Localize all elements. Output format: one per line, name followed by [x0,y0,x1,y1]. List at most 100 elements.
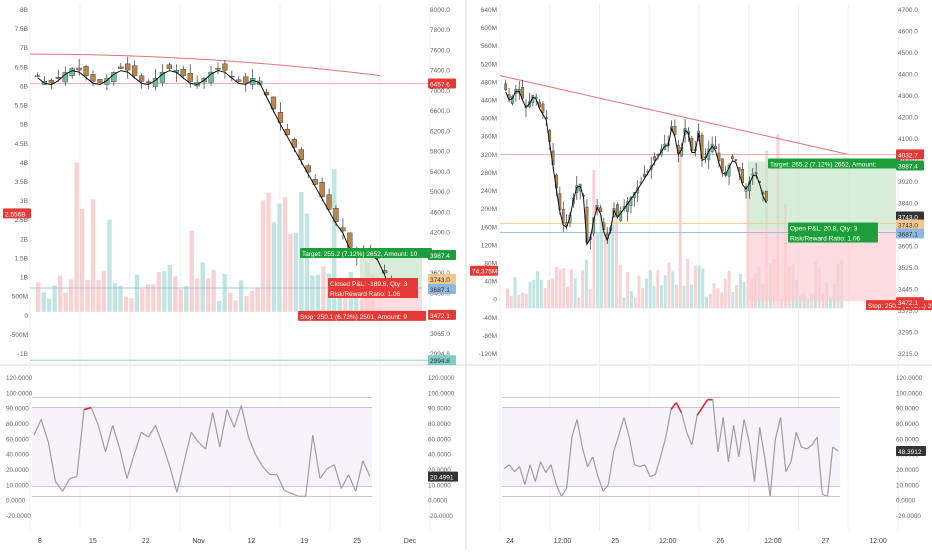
stoch-segment [69,475,78,480]
candle [166,64,173,69]
stoch-current-badge: 48.3912 [896,445,926,456]
candle [561,208,565,224]
candle [152,78,159,87]
volume-bar [652,286,656,309]
panel-right: 640M 600M 560M 520M 480M 440M 400M 360M 320M 280M… [479,4,923,545]
stoch-segment [355,460,364,492]
stop-label-text: Stop: 250.1 (6.72%) 2501, Amount: 9 [300,314,407,321]
stoch-axis-label-left: 10.0000 [6,482,29,489]
volume-bar [85,279,90,312]
stoch-segment [503,464,510,470]
volume-bar [727,270,731,309]
volume-axis-label: 360M [481,134,497,141]
stoch-segment [759,427,766,459]
candle [90,74,96,82]
stoch-segment [198,441,206,450]
entry-level-badge: 3743.0 [896,211,924,222]
candle [619,210,623,221]
stoch-segment [539,461,547,473]
volume-bar [129,298,134,312]
volume-axis-label: 8B [20,7,28,14]
stoch-segment [586,456,594,467]
candle [145,81,152,83]
candle [132,65,138,77]
stoch-axis-label-left: 0.0000 [6,498,26,505]
candle [34,75,41,77]
stoch-axis-label: -20.0000 [896,513,921,520]
stoch-segment [795,432,803,448]
target-zone [748,161,896,230]
target-label-text: Target: 255.2 (7.12%) 2652, Amount: 10 [302,251,418,258]
volume-bar [260,200,266,312]
risk-reward-label-bg [788,232,878,243]
volume-axis-label: 2.5B [15,217,28,224]
volume-axis-label: 320M [481,152,497,159]
candle [138,75,145,82]
volume-axis-label: 7B [20,45,28,52]
candle [764,190,768,202]
stoch-segment [607,451,615,485]
volume-axis-label: 1B [20,275,28,282]
volume-bar [238,280,244,312]
stoch-axis-label: 100.0000 [896,390,923,397]
volume-bar [162,271,167,312]
price-axis-label: 5800.0 [430,149,450,156]
volume-bar [723,278,727,309]
volume-bar [798,294,802,309]
volume-bar [577,297,581,309]
candle [714,145,717,149]
stoch-segment [779,417,787,472]
price-axis-label: 3600.0 [430,270,450,277]
volume-bar [611,218,615,309]
candle [673,126,677,135]
volume-bar [599,214,603,309]
volume-bar [304,213,310,312]
volume-bar [562,268,566,309]
bottom-level-badge: 2994.8 [428,355,456,366]
price-axis-label: 4200.0 [898,115,918,122]
stoch-segment [545,464,552,473]
volume-bar [667,262,671,309]
stoch-segment [628,437,636,465]
volume-bar [592,170,596,309]
stoch-segment [169,466,178,493]
volume-bar [206,278,211,312]
volume-bar [566,286,570,309]
candle [521,86,525,99]
pnl-label-bg [788,222,878,233]
entry-level-badge-text: 3743.0 [430,277,450,284]
price-axis-label: 3295.0 [898,330,918,337]
entry-level-badge-text: 3687.1 [898,232,918,239]
risk-reward-label-bg [328,288,418,299]
volume-axis-label: 6B [20,83,28,90]
volume-bar [233,300,238,312]
entry-level-badge: 3687.1 [896,228,924,239]
volume-bar [52,285,57,312]
volume-bar [244,296,249,312]
stoch-segment [634,464,640,468]
volume-bar [690,284,694,309]
stoch-current-badge-bg [428,471,458,482]
stoch-segment [514,466,521,473]
candle [754,172,758,174]
candle [319,182,325,198]
volume-bar [656,270,660,309]
volume-bar [629,290,633,309]
stop-label: Stop: 250.1 (6.72%) 2501, Amount: 9 [298,310,426,321]
target-label-text: Target: 265.2 (7.12%) 2652, Amount: [770,162,876,169]
volume-bar [222,273,227,312]
volume-bar [626,272,630,309]
x-axis-label: 12:00 [659,538,677,545]
stoch-segment [162,444,171,467]
candle [511,96,514,104]
stoch-segment [670,402,677,411]
candle [69,68,75,76]
volume-bar [581,270,585,309]
price-axis-label: 7600.0 [430,47,450,54]
price-axis-label: 4500.0 [898,50,918,57]
stoch-axis-label-left: 120.0000 [6,375,33,382]
target-level-badge-bg [428,250,456,261]
stoch-segment [639,464,646,468]
volume-bar [107,219,112,312]
